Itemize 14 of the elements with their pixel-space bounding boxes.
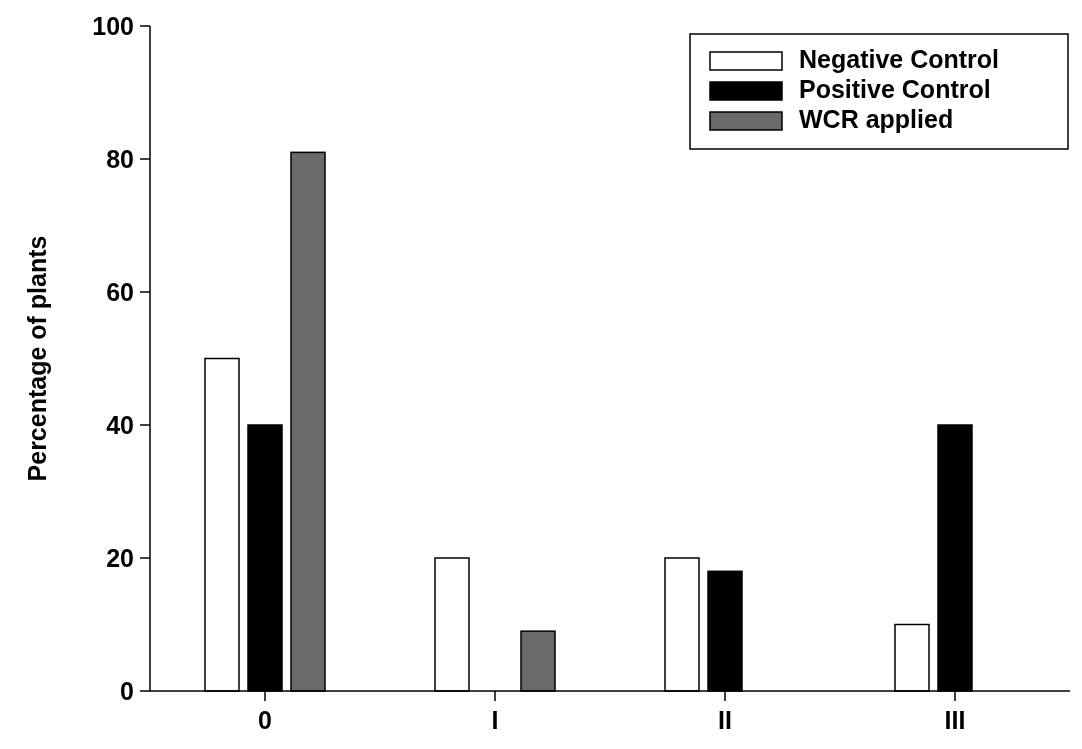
y-axis-title: Percentage of plants xyxy=(23,235,51,482)
y-tick-label: 0 xyxy=(120,676,134,705)
y-tick-label: 80 xyxy=(106,144,134,173)
x-tick-label: I xyxy=(491,706,499,734)
y-tick-label: 100 xyxy=(92,11,134,40)
x-tick-label: II xyxy=(718,706,732,734)
y-tick-label: 60 xyxy=(106,277,134,306)
y-tick-label: 20 xyxy=(106,543,134,572)
legend-label: WCR applied xyxy=(799,105,954,133)
legend-label: Negative Control xyxy=(799,45,1000,73)
legend-label: Positive Control xyxy=(799,75,991,103)
x-tick-label: III xyxy=(944,706,966,734)
x-tick-label: 0 xyxy=(258,706,272,734)
y-tick-label: 40 xyxy=(106,410,134,439)
